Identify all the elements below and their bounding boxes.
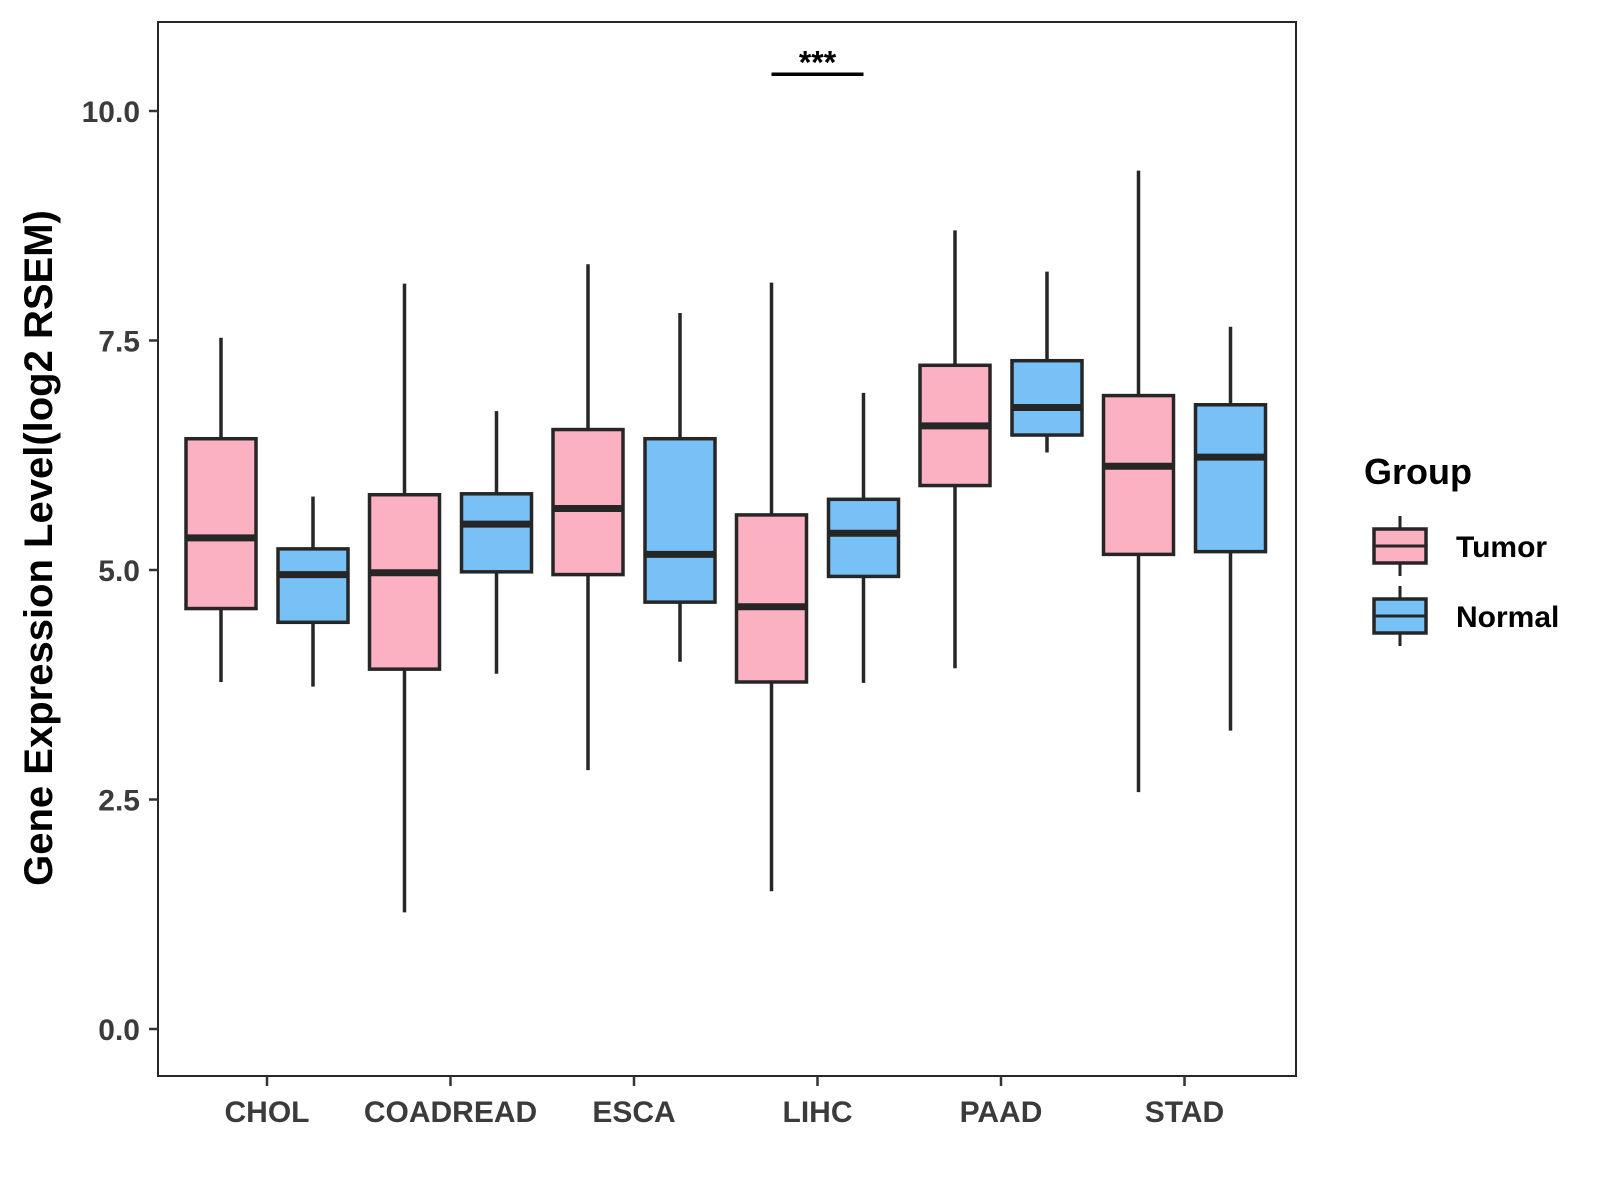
legend: Group Tumor Normal	[1364, 451, 1559, 646]
box-normal-lihc	[826, 392, 901, 683]
y-axis-title: Gene Expression Level(log2 RSEM)	[17, 210, 61, 886]
legend-item-normal: Normal	[1372, 586, 1559, 646]
box-normal-stad	[1193, 326, 1268, 731]
y-tick-label: 5.0	[98, 555, 140, 588]
box-iqr	[459, 492, 534, 574]
significance-label: ***	[799, 44, 837, 80]
significance-annotations: ***	[771, 44, 864, 80]
box-tumor-coadread	[367, 283, 442, 913]
box-iqr	[643, 436, 717, 604]
legend-label: Tumor	[1456, 531, 1547, 564]
x-tick-label: COADREAD	[364, 1096, 537, 1129]
legend-item-tumor: Tumor	[1372, 516, 1547, 576]
box-normal-esca	[643, 312, 717, 662]
box-normal-paad	[1010, 271, 1084, 453]
legend-label: Normal	[1456, 601, 1559, 634]
box-iqr	[826, 497, 901, 579]
x-tick-label: CHOL	[225, 1096, 310, 1129]
box-normal-chol	[276, 496, 350, 687]
y-axis: 0.0 2.5 5.0 7.5 10.0	[82, 96, 158, 1047]
x-tick-label: ESCA	[592, 1096, 675, 1129]
box-normal-coadread	[459, 411, 534, 674]
box-iqr	[1010, 358, 1084, 437]
x-tick-label: LIHC	[783, 1096, 853, 1129]
legend-title: Group	[1364, 451, 1472, 492]
box-iqr	[184, 436, 258, 611]
box-iqr	[276, 547, 350, 625]
x-tick-label: STAD	[1145, 1096, 1224, 1129]
y-tick-label: 0.0	[98, 1014, 140, 1047]
x-axis: CHOL COADREAD ESCA LIHC PAAD STAD	[225, 1076, 1224, 1129]
series-tumor	[184, 170, 1176, 913]
box-iqr	[367, 492, 442, 671]
plot-panel-border	[157, 21, 1297, 1077]
x-tick-label: PAAD	[960, 1096, 1043, 1129]
box-tumor-chol	[184, 337, 258, 682]
y-tick-label: 2.5	[98, 785, 140, 818]
y-tick-label: 7.5	[98, 326, 140, 359]
box-iqr	[734, 513, 809, 684]
box-series	[184, 170, 1268, 913]
box-iqr	[1193, 403, 1268, 554]
y-tick-label: 10.0	[82, 96, 140, 129]
box-tumor-stad	[1101, 170, 1176, 793]
box-iqr	[1101, 393, 1176, 557]
box-tumor-paad	[918, 230, 992, 669]
box-tumor-esca	[551, 264, 625, 771]
box-tumor-lihc	[734, 282, 809, 892]
series-normal	[276, 271, 1268, 731]
box-iqr	[551, 427, 625, 577]
